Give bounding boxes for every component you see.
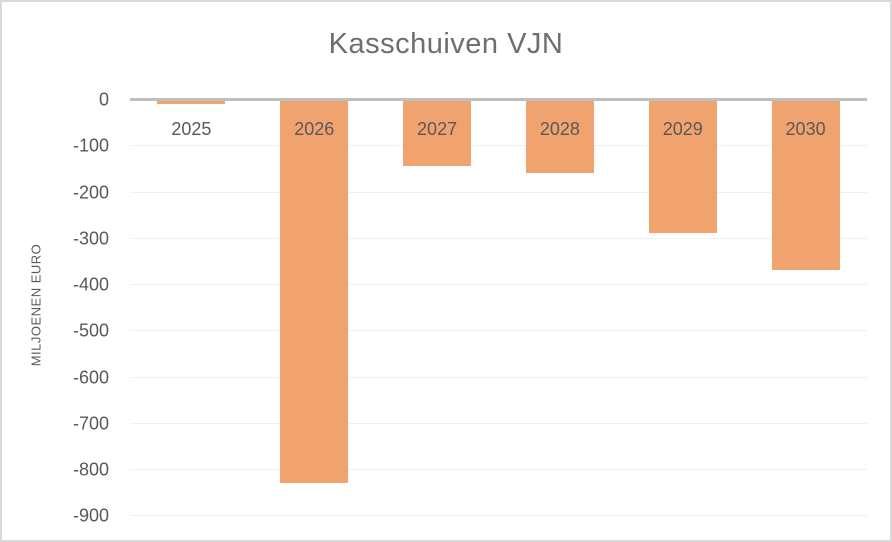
bar xyxy=(525,99,594,173)
gridline xyxy=(130,422,867,424)
y-axis-title: MILJOENEN EURO xyxy=(28,243,44,367)
y-axis-tick-label: -500 xyxy=(72,320,109,341)
chart-title: Kasschuiven VJN xyxy=(328,28,564,60)
category-label: 2030 xyxy=(785,119,826,139)
category-label: 2026 xyxy=(294,119,335,139)
category-label: 2028 xyxy=(539,119,580,139)
category-label: 2029 xyxy=(662,119,703,139)
gridline xyxy=(130,469,867,470)
bar xyxy=(157,99,226,104)
bar xyxy=(280,99,349,483)
category-label: 2025 xyxy=(171,119,212,139)
y-axis-tick-label: -200 xyxy=(72,182,109,202)
y-axis-tick-label: -900 xyxy=(72,505,109,526)
y-axis-tick-label: -700 xyxy=(72,413,109,434)
y-axis-tick-label: -400 xyxy=(72,274,109,295)
gridline xyxy=(130,145,867,147)
y-axis-tick-label: 0 xyxy=(98,89,109,110)
y-axis-tick-label: -300 xyxy=(72,228,109,249)
gridline xyxy=(130,237,867,239)
gridline xyxy=(130,515,867,517)
bar xyxy=(648,99,717,234)
bar xyxy=(403,99,472,167)
y-axis-tick-label: -800 xyxy=(72,459,109,480)
y-axis-tick-label: -600 xyxy=(72,367,109,387)
y-axis-tick-label: -100 xyxy=(72,135,109,156)
category-label: 2027 xyxy=(417,119,458,139)
gridline xyxy=(130,330,867,332)
bar xyxy=(771,99,840,271)
gridline xyxy=(130,284,867,285)
x-axis-line xyxy=(130,98,867,101)
gridline xyxy=(130,376,867,378)
gridline xyxy=(130,191,867,193)
